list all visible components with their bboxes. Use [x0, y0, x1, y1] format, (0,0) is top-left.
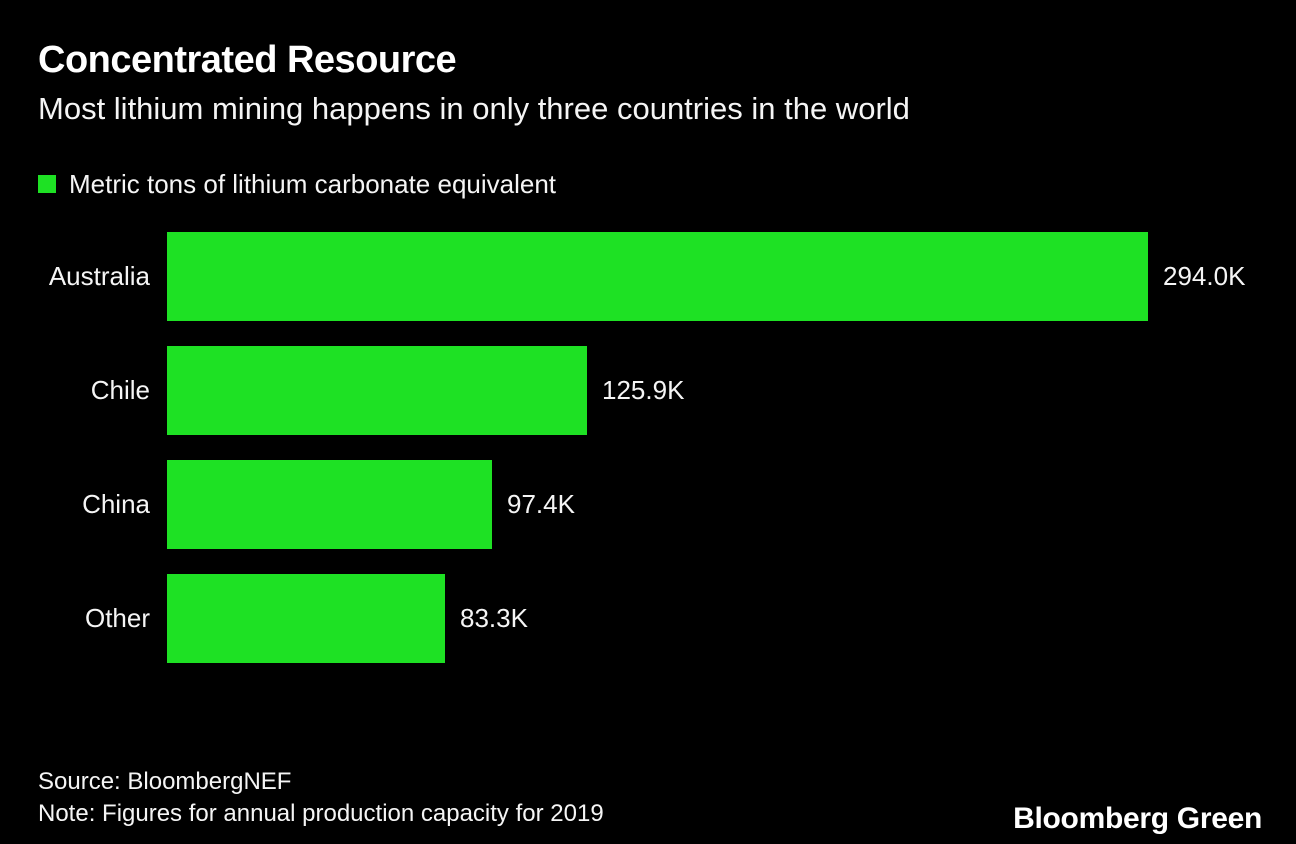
bar — [167, 232, 1148, 321]
bar-chart: Australia 294.0K Chile 125.9K China 97.4K Othe… — [38, 232, 1296, 663]
bar — [167, 574, 445, 663]
bar-category-label: Chile — [90, 375, 150, 405]
chart-subtitle: Most lithium mining happens in only thre… — [38, 91, 910, 126]
bar-value-label: 97.4K — [507, 489, 575, 519]
footer-notes: Source: BloombergNEF Note: Figures for a… — [38, 766, 604, 830]
bar-label-gap — [150, 574, 167, 663]
bar-row: Australia 294.0K — [38, 232, 1296, 321]
bar-value-label: 83.3K — [460, 603, 528, 633]
legend-label: Metric tons of lithium carbonate equival… — [69, 168, 557, 199]
footnote: Note: Figures for annual production capa… — [38, 800, 604, 827]
bar-category-label: China — [82, 489, 150, 519]
bar-value-label: 294.0K — [1163, 261, 1246, 291]
bar-row: Other 83.3K — [38, 574, 1296, 663]
bar-row: China 97.4K — [38, 460, 1296, 549]
bar-row: Chile 125.9K — [38, 346, 1296, 435]
bar — [167, 460, 492, 549]
bar-category-label: Australia — [48, 261, 150, 291]
legend-swatch-icon — [38, 175, 56, 193]
source-note: Source: BloombergNEF — [38, 768, 292, 795]
bloomberg-green-logo: Bloomberg Green — [1013, 802, 1262, 835]
chart-title: Concentrated Resource — [38, 39, 457, 81]
bar-label-gap — [150, 232, 167, 321]
bar — [167, 346, 587, 435]
bar-label-gap — [150, 460, 167, 549]
bar-category-label: Other — [84, 603, 150, 633]
legend: Metric tons of lithium carbonate equival… — [38, 169, 1296, 199]
bar-label-gap — [150, 346, 167, 435]
chart-header: Concentrated Resource Most lithium minin… — [0, 0, 1296, 128]
bar-value-label: 125.9K — [602, 375, 685, 405]
